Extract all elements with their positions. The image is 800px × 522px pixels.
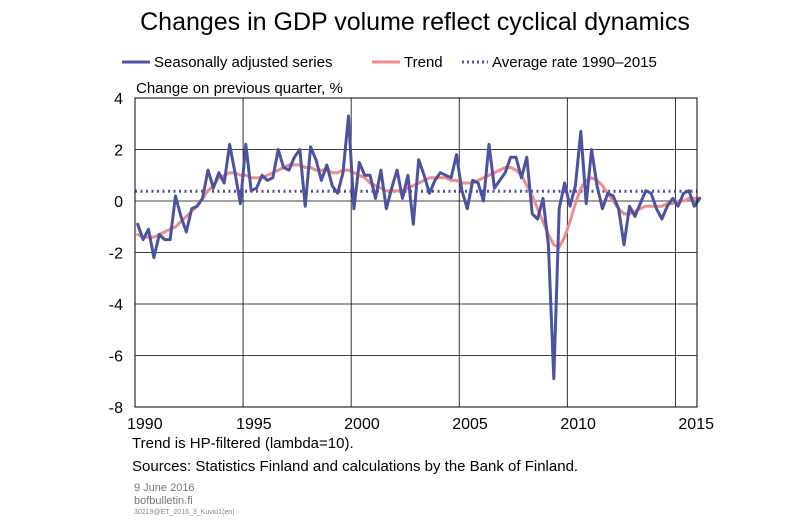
- legend-label-seasonal: Seasonally adjusted series: [154, 54, 332, 71]
- x-tick-label: 2005: [452, 416, 488, 433]
- y-tick-labels: 4 2 0 -2 -4 -6 -8: [109, 91, 123, 417]
- x-tick-label: 1995: [236, 416, 272, 433]
- y-tick-label: -2: [109, 246, 123, 263]
- gridlines: [135, 98, 697, 407]
- series-trend-line: [136, 163, 702, 249]
- y-tick-label: -8: [109, 400, 123, 417]
- y-tick-label: 0: [114, 194, 123, 211]
- sources-note: Sources: Statistics Finland and calculat…: [132, 458, 578, 475]
- x-tick-labels: 1990 1995 2000 2005 2010 2015: [127, 416, 714, 433]
- site-name: bofbulletin.fi: [134, 495, 193, 507]
- legend: Seasonally adjusted series Trend Average…: [122, 54, 657, 71]
- y-tick-label: 2: [114, 143, 123, 160]
- chart-code: 30219@ET_2016_3_Kuvio1(en): [134, 509, 235, 516]
- y-tick-label: -6: [109, 349, 123, 366]
- x-tick-label: 2010: [560, 416, 596, 433]
- y-tick-label: 4: [114, 91, 123, 108]
- legend-label-trend: Trend: [404, 54, 443, 71]
- series-seasonal-line: [136, 114, 702, 381]
- y-axis-label: Change on previous quarter, %: [136, 80, 343, 97]
- x-tick-label: 2015: [678, 416, 714, 433]
- x-tick-label: 1990: [127, 416, 163, 433]
- series-lines: [135, 114, 702, 381]
- legend-label-average: Average rate 1990–2015: [492, 54, 657, 71]
- publication-date: 9 June 2016: [134, 482, 195, 494]
- plot-frame: [134, 97, 698, 408]
- trend-note: Trend is HP-filtered (lambda=10).: [132, 435, 354, 452]
- chart-title: Changes in GDP volume reflect cyclical d…: [140, 8, 690, 36]
- x-tick-label: 2000: [344, 416, 380, 433]
- y-tick-label: -4: [109, 297, 123, 314]
